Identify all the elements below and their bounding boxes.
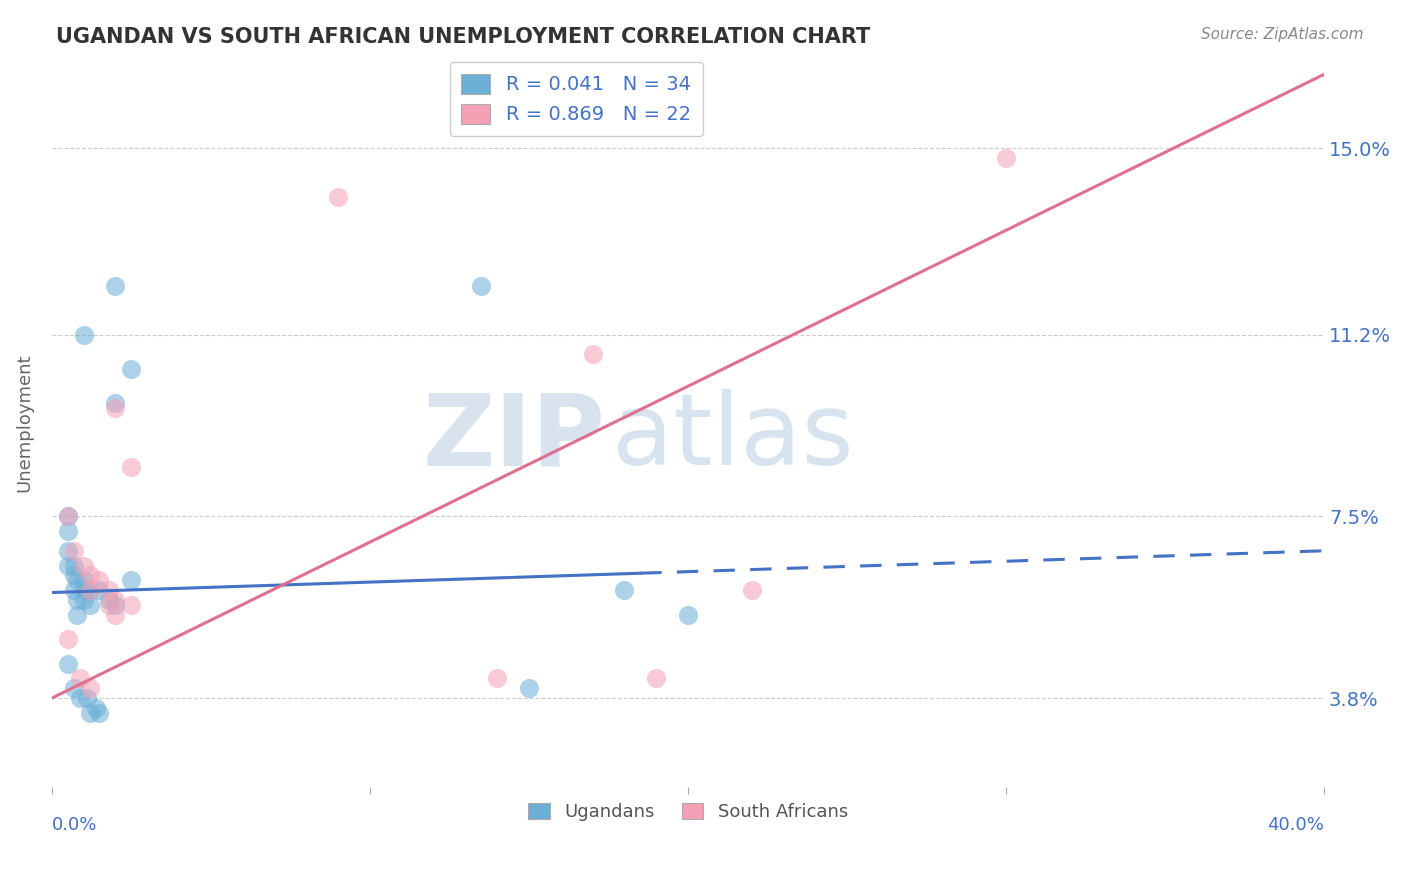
Point [72,327,94,342]
Point [56,509,79,524]
Point [63,543,86,558]
Point [79,583,101,598]
Point [98,593,121,607]
Text: 0.0%: 0.0% [52,816,97,834]
Point [79,598,101,612]
Point [79,681,101,696]
Point [89,583,111,598]
Point [104,401,127,416]
Point [89,706,111,720]
Point [79,583,101,598]
Point [79,568,101,582]
Point [56,509,79,524]
Point [104,607,127,622]
Point [676,607,699,622]
Text: UGANDAN VS SOUTH AFRICAN UNEMPLOYMENT CORRELATION CHART: UGANDAN VS SOUTH AFRICAN UNEMPLOYMENT CO… [56,27,870,46]
Point [120,574,142,588]
Point [104,278,127,293]
Point [63,681,86,696]
Y-axis label: Unemployment: Unemployment [15,354,32,492]
Point [66,607,89,622]
Point [63,558,86,573]
Point [63,568,86,582]
Legend: Ugandans, South Africans: Ugandans, South Africans [520,796,855,829]
Point [98,598,121,612]
Point [66,574,89,588]
Point [120,598,142,612]
Point [104,598,127,612]
Point [69,672,91,686]
Point [89,574,111,588]
Point [645,672,668,686]
Point [56,558,79,573]
Point [63,583,86,598]
Point [66,593,89,607]
Point [72,583,94,598]
Text: 40.0%: 40.0% [1267,816,1324,834]
Point [470,278,492,293]
Point [56,632,79,647]
Point [98,583,121,598]
Point [326,190,349,204]
Point [120,460,142,475]
Point [76,691,98,706]
Point [84,701,107,715]
Point [486,672,509,686]
Point [72,593,94,607]
Point [581,347,603,361]
Text: atlas: atlas [612,389,853,486]
Text: ZIP: ZIP [422,389,605,486]
Point [517,681,540,696]
Point [104,396,127,410]
Point [120,362,142,376]
Point [613,583,636,598]
Point [56,524,79,538]
Point [104,593,127,607]
Point [56,657,79,671]
Point [741,583,763,598]
Point [56,543,79,558]
Point [69,691,91,706]
Point [72,574,94,588]
Text: Source: ZipAtlas.com: Source: ZipAtlas.com [1201,27,1364,42]
Point [79,706,101,720]
Point [995,151,1018,165]
Point [72,558,94,573]
